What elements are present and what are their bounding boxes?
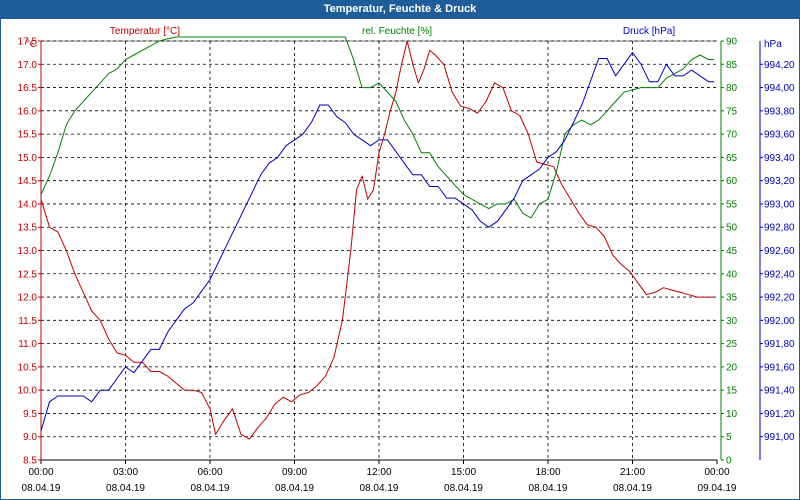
pressure-tick-label: 993,60 [764, 130, 795, 141]
grid [41, 40, 717, 460]
pressure-tick-label: 991,00 [764, 432, 795, 443]
humidity-tick-label: 35 [726, 293, 738, 304]
humidity-tick-label: 45 [726, 246, 738, 257]
humidity-tick-label: 50 [726, 223, 738, 234]
humidity-tick-label: 0 [726, 456, 732, 467]
time-tick-label: 21:00 [620, 467, 645, 478]
temperature-tick-label: 14.5 [18, 176, 38, 187]
pressure-tick-label: 994,00 [764, 83, 795, 94]
pressure-tick-label: 991,20 [764, 409, 795, 420]
pressure-unit: hPa [764, 39, 782, 50]
temperature-tick-label: 13.0 [18, 246, 38, 257]
temperature-tick-label: 16.5 [18, 83, 38, 94]
temperature-tick-label: 17.5 [18, 37, 38, 48]
time-tick-label: 00:00 [28, 467, 53, 478]
humidity-tick-label: 80 [726, 83, 738, 94]
temperature-tick-label: 11.5 [18, 316, 37, 327]
humidity-tick-label: 55 [726, 199, 738, 210]
humidity-series-line [40, 36, 715, 219]
humidity-tick-label: 90 [726, 37, 738, 48]
pressure-tick-label: 992,60 [764, 246, 795, 257]
time-tick-label: 12:00 [366, 467, 391, 478]
pressure-tick-label: 992,80 [764, 223, 795, 234]
pressure-tick-label: 992,40 [764, 269, 795, 280]
temperature-tick-label: 12.0 [18, 293, 38, 304]
temperature-tick-label: 14.0 [18, 199, 38, 210]
temperature-tick-label: 9.5 [23, 409, 37, 420]
pressure-tick-label: 992,00 [764, 316, 795, 327]
climate-chart: 8.5 9.0 9.5 10.0 10.5 11.0 11.5 12.0 12.5 13.0 13.… [18, 26, 795, 495]
pressure-tick-label: 993,40 [764, 153, 795, 164]
temperature-unit: °C [26, 39, 37, 50]
humidity-axis-title: rel. Feuchte [%] [362, 26, 432, 37]
pressure-series-line [40, 52, 715, 432]
temperature-tick-label: 16.0 [18, 106, 38, 117]
axes [38, 40, 763, 464]
pressure-tick-label: 994,20 [764, 60, 795, 71]
date-tick-label: 08.04.19 [275, 483, 314, 494]
pressure-tick-label: 993,00 [764, 199, 795, 210]
temperature-tick-label: 13.5 [18, 223, 38, 234]
humidity-tick-label: 40 [726, 269, 738, 280]
time-tick-label: 06:00 [197, 467, 222, 478]
temperature-tick-label: 8.5 [23, 456, 37, 467]
humidity-tick-label: 10 [726, 409, 738, 420]
humidity-tick-label: 65 [726, 153, 738, 164]
humidity-tick-label: 5 [726, 432, 732, 443]
temperature-tick-label: 15.0 [18, 153, 38, 164]
temperature-axis-title: Temperatur [°C] [110, 26, 180, 37]
temperature-tick-label: 12.5 [18, 269, 38, 280]
time-tick-label: 09:00 [282, 467, 307, 478]
humidity-tick-label: 75 [726, 106, 738, 117]
humidity-tick-label: 30 [726, 316, 738, 327]
time-tick-label: 03:00 [113, 467, 138, 478]
temperature-tick-label: 10.5 [18, 362, 38, 373]
humidity-tick-label: 85 [726, 60, 738, 71]
pressure-tick-label: 992,20 [764, 293, 795, 304]
time-tick-label: 15:00 [451, 467, 476, 478]
series-lines [40, 36, 715, 440]
humidity-tick-label: 15 [726, 386, 738, 397]
humidity-tick-label: 60 [726, 176, 738, 187]
humidity-tick-label: 20 [726, 362, 738, 373]
date-tick-label: 08.04.19 [191, 483, 230, 494]
time-tick-label: 18:00 [535, 467, 560, 478]
temperature-tick-label: 11.0 [18, 339, 37, 350]
time-tick-label: 00:00 [704, 467, 729, 478]
date-tick-label: 08.04.19 [360, 483, 399, 494]
date-tick-label: 08.04.19 [613, 483, 652, 494]
date-tick-label: 09.04.19 [698, 483, 737, 494]
window-title: Temperatur, Feuchte & Druck [0, 0, 800, 19]
temperature-tick-label: 15.5 [18, 130, 38, 141]
axis-titles: Temperatur [°C] rel. Feuchte [%] Druck [… [26, 26, 782, 50]
date-tick-label: 08.04.19 [444, 483, 483, 494]
tick-labels: 8.5 9.0 9.5 10.0 10.5 11.0 11.5 12.0 12.5 13.0 13.… [18, 37, 795, 495]
temperature-tick-label: 17.0 [18, 60, 38, 71]
temperature-series-line [40, 40, 715, 440]
date-tick-label: 08.04.19 [106, 483, 145, 494]
date-tick-label: 08.04.19 [529, 483, 568, 494]
date-tick-label: 08.04.19 [22, 483, 61, 494]
pressure-tick-label: 993,80 [764, 106, 795, 117]
pressure-axis-title: Druck [hPa] [623, 26, 675, 37]
pressure-tick-label: 993,20 [764, 176, 795, 187]
humidity-tick-label: 70 [726, 130, 738, 141]
pressure-tick-label: 991,60 [764, 362, 795, 373]
pressure-tick-label: 991,40 [764, 386, 795, 397]
humidity-tick-label: 25 [726, 339, 738, 350]
temperature-tick-label: 10.0 [18, 386, 38, 397]
pressure-tick-label: 991,80 [764, 339, 795, 350]
temperature-tick-label: 9.0 [23, 432, 37, 443]
